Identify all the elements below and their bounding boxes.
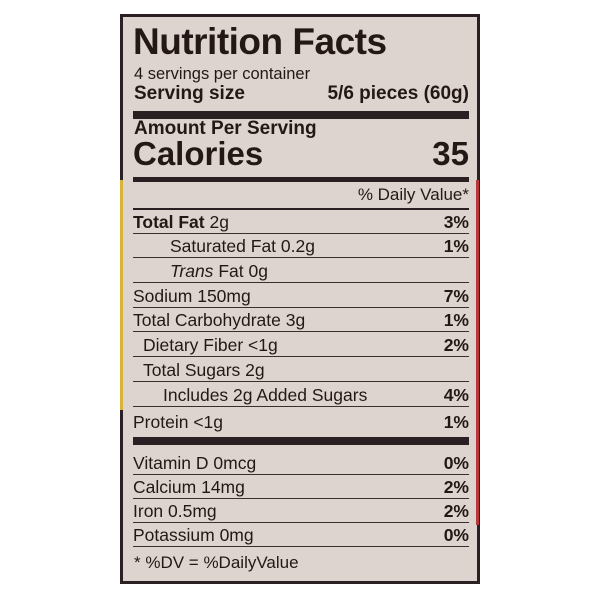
nutrient-daily-value: 7% [443, 286, 469, 306]
nutrient-row: Sodium 150mg 7% [133, 284, 469, 308]
vitamin-row: Calcium 14mg 2% [133, 475, 469, 499]
nutrient-label: Total Fat 2g [133, 211, 229, 233]
vitamin-daily-value: 0% [443, 525, 469, 545]
vitamin-amount: 0mg [219, 525, 254, 545]
nutrient-name: Protein [133, 412, 189, 432]
nutrient-label: Protein <1g [133, 411, 223, 433]
nutrient-name: Total Fat [133, 212, 205, 232]
vitamin-name: Calcium [133, 477, 197, 497]
nutrient-amount: 150mg [197, 286, 251, 306]
nutrient-label: Sodium 150mg [133, 285, 251, 307]
nutrient-row: Total Carbohydrate 3g 1% [133, 308, 469, 332]
nutrient-label: Total Sugars 2g [133, 359, 265, 381]
nutrient-amount: 0g [248, 261, 268, 281]
nutrient-amount: 2g [245, 360, 265, 380]
vitamin-label: Iron 0.5mg [133, 500, 217, 522]
nutrient-name: Saturated Fat [170, 236, 277, 256]
nutrient-row: Dietary Fiber <1g 2% [133, 333, 469, 357]
footnote: * %DV = %DailyValue [134, 553, 299, 572]
package-edge-red [476, 180, 479, 525]
thick-divider [133, 437, 469, 445]
package-edge-yellow [120, 180, 123, 410]
thin-divider [133, 208, 469, 210]
nutrient-daily-value: 1% [443, 310, 469, 330]
vitamin-daily-value: 2% [443, 477, 469, 497]
nutrient-row: Saturated Fat 0.2g 1% [133, 234, 469, 258]
nutrient-row: Total Sugars 2g [133, 358, 469, 382]
calories-value: 35 [432, 135, 469, 172]
vitamin-label: Vitamin D 0mcg [133, 452, 256, 474]
nutrition-facts-label: Nutrition Facts 4 servings per container… [120, 14, 480, 584]
nutrient-daily-value: 2% [443, 335, 469, 355]
nutrient-label: Dietary Fiber <1g [133, 334, 278, 356]
vitamin-name: Iron [133, 501, 164, 521]
amount-per-serving: Amount Per Serving [134, 118, 317, 139]
nutrient-label: Trans Fat 0g [133, 260, 268, 282]
vitamin-daily-value: 2% [443, 501, 469, 521]
nutrient-amount: <1g [248, 335, 278, 355]
nutrient-label: Includes 2g Added Sugars [133, 384, 367, 406]
serving-size-label: Serving size [134, 83, 245, 104]
calories-label: Calories [133, 135, 264, 172]
vitamin-name: Vitamin D [133, 453, 209, 473]
nutrient-name: Total Carbohydrate [133, 310, 281, 330]
vitamin-amount: 14mg [201, 477, 245, 497]
vitamin-row: Vitamin D 0mcg 0% [133, 451, 469, 475]
vitamin-label: Calcium 14mg [133, 476, 245, 498]
nutrient-amount: 2g [209, 212, 229, 232]
nutrient-row: Trans Fat 0g [133, 259, 469, 283]
nutrient-row: Protein <1g 1% [133, 409, 469, 433]
nutrient-row: Includes 2g Added Sugars 4% [133, 383, 469, 407]
nutrient-daily-value: 3% [443, 212, 469, 232]
vitamin-row: Potassium 0mg 0% [133, 523, 469, 547]
label-title: Nutrition Facts [133, 21, 387, 62]
vitamin-row: Iron 0.5mg 2% [133, 499, 469, 523]
nutrient-amount: 0.2g [280, 236, 315, 256]
serving-size: Serving size 5/6 pieces (60g) [134, 83, 469, 105]
nutrient-name-suffix: Fat [218, 261, 244, 281]
nutrient-daily-value: 4% [443, 385, 469, 405]
nutrient-amount: 3g [285, 310, 306, 330]
medium-divider [133, 177, 469, 182]
calories-row: Calories 35 [133, 135, 469, 173]
vitamin-name: Potassium [133, 525, 215, 545]
serving-size-value: 5/6 pieces (60g) [327, 83, 469, 104]
nutrient-daily-value: 1% [443, 412, 469, 432]
nutrient-name: Total Sugars [143, 360, 241, 380]
daily-value-header: % Daily Value* [357, 185, 469, 204]
vitamin-label: Potassium 0mg [133, 524, 254, 546]
nutrient-name: Trans [170, 261, 214, 281]
nutrient-daily-value: 1% [443, 236, 469, 256]
nutrient-amount: <1g [193, 412, 224, 432]
vitamin-daily-value: 0% [443, 453, 469, 473]
nutrient-name: Includes 2g Added Sugars [163, 385, 368, 405]
vitamin-amount: 0.5mg [168, 501, 217, 521]
servings-per-container: 4 servings per container [134, 65, 311, 83]
nutrient-row: Total Fat 2g 3% [133, 210, 469, 234]
nutrient-label: Saturated Fat 0.2g [133, 235, 315, 257]
nutrient-name: Dietary Fiber [143, 335, 244, 355]
vitamin-amount: 0mcg [213, 453, 257, 473]
thick-divider [133, 111, 469, 119]
nutrient-label: Total Carbohydrate 3g [133, 309, 305, 331]
nutrient-name: Sodium [133, 286, 193, 306]
